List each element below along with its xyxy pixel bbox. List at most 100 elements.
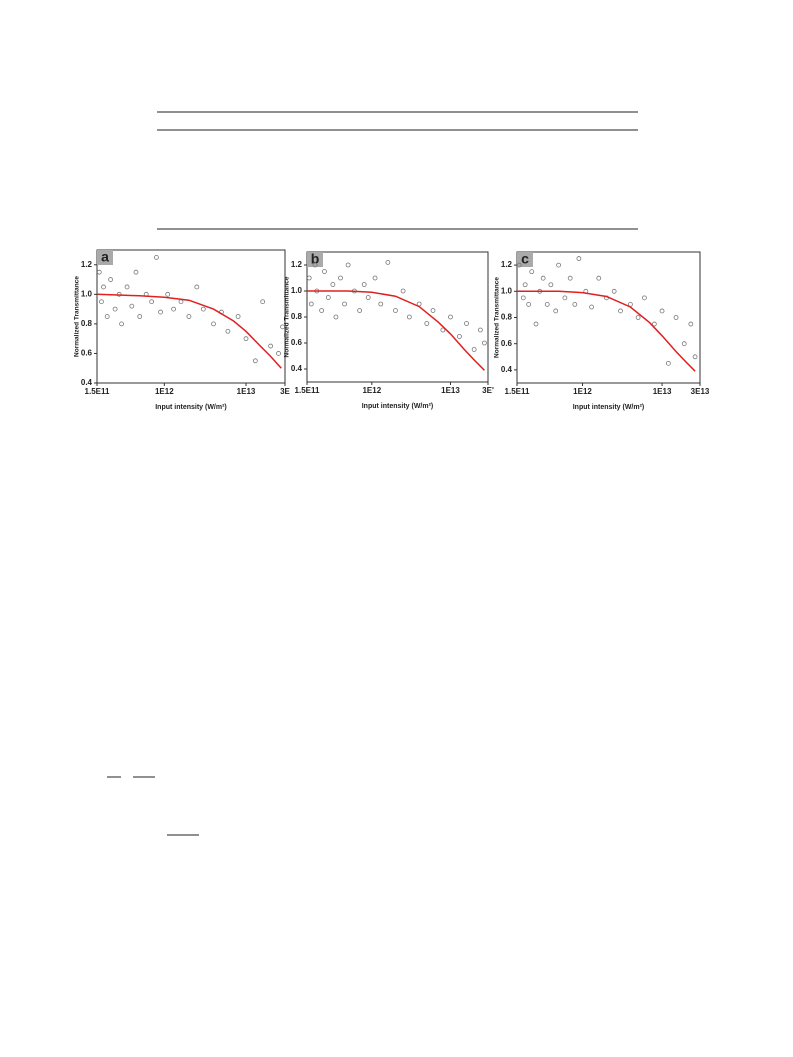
data-point <box>448 314 453 320</box>
data-point <box>99 299 104 305</box>
data-point <box>312 262 318 268</box>
panel-box <box>517 252 533 267</box>
y-axis-label: Normalized Transmittance <box>284 276 291 357</box>
data-point <box>533 321 539 327</box>
data-point <box>471 347 477 352</box>
data-point <box>406 314 412 320</box>
data-point <box>322 269 327 274</box>
data-point <box>589 304 594 310</box>
data-point <box>137 314 143 319</box>
y-tick-label: 0.8 <box>291 312 303 321</box>
plot-frame <box>96 249 286 384</box>
y-tick-label: 1.2 <box>501 260 513 269</box>
data-point <box>235 314 241 319</box>
data-point <box>345 262 351 268</box>
data-point <box>108 277 113 282</box>
y-tick-label: 0.8 <box>81 319 93 328</box>
y-axis-label: Normalized Transmittance <box>74 276 81 357</box>
data-point <box>338 275 343 281</box>
data-point <box>124 284 130 290</box>
data-point <box>424 321 430 326</box>
data-point <box>308 301 314 307</box>
data-point <box>430 308 436 313</box>
y-tick-label: 0.4 <box>501 365 513 374</box>
data-point <box>576 256 582 261</box>
data-point <box>393 308 398 313</box>
data-point <box>225 328 231 334</box>
data-point <box>567 275 573 281</box>
fit-curve <box>517 290 696 372</box>
x-axis-label: Input intensity (W/m²) <box>155 404 227 411</box>
data-point <box>194 284 200 290</box>
x-tick-label: 1E12 <box>362 386 381 395</box>
x-tick-label: 1.5E11 <box>505 387 530 396</box>
fit-curve <box>307 290 485 371</box>
x-tick-label: 1.5E11 <box>85 387 110 396</box>
data-point <box>516 262 522 268</box>
y-tick-label: 0.4 <box>81 378 93 387</box>
data-point <box>618 308 623 314</box>
x-tick-label: 1E13 <box>237 387 256 396</box>
data-point <box>280 324 285 330</box>
data-point <box>556 262 561 268</box>
data-point <box>243 336 249 342</box>
data-point <box>96 269 102 275</box>
data-point <box>158 309 163 315</box>
data-point <box>112 306 118 312</box>
data-point <box>544 301 550 307</box>
x-tick-label: 1E13 <box>653 387 672 396</box>
data-point <box>457 334 462 339</box>
data-point <box>665 360 671 366</box>
data-point <box>186 314 192 319</box>
x-tick-label: 3E' <box>482 386 494 395</box>
data-point <box>129 303 135 309</box>
data-point <box>325 295 331 300</box>
x-tick-label: 3E13 <box>691 387 710 396</box>
y-tick-label: 1.2 <box>291 260 303 269</box>
data-point <box>211 321 216 327</box>
data-point <box>357 308 363 313</box>
data-point <box>440 327 446 333</box>
data-point <box>520 295 526 301</box>
data-point <box>178 299 184 305</box>
data-point <box>200 306 206 312</box>
data-point <box>464 321 469 326</box>
data-point <box>385 259 391 265</box>
panel-box <box>97 250 113 265</box>
data-point <box>635 315 641 320</box>
panel-label: a <box>101 249 109 265</box>
data-point <box>482 340 487 346</box>
x-axis-label: Input intensity (W/m²) <box>573 404 645 411</box>
data-point <box>692 354 698 360</box>
data-point <box>681 341 687 347</box>
data-point <box>611 288 617 294</box>
data-point <box>553 308 559 314</box>
x-axis-label: Input intensity (W/m²) <box>362 403 434 410</box>
panel-box <box>307 252 323 267</box>
y-axis-label: Normalized Transmittance <box>494 277 501 358</box>
x-tick-label: 1E12 <box>155 387 174 396</box>
data-point <box>330 282 336 287</box>
data-point <box>319 308 325 313</box>
data-point <box>529 269 535 275</box>
data-point <box>104 314 110 319</box>
data-point <box>659 308 665 314</box>
panel-label: c <box>521 251 529 267</box>
data-point <box>365 295 371 300</box>
data-point <box>673 315 679 320</box>
y-tick-label: 0.6 <box>291 338 303 347</box>
y-tick-label: 0.6 <box>81 349 93 358</box>
data-point <box>477 327 483 333</box>
y-tick-label: 0.4 <box>291 364 303 373</box>
plot-frame <box>516 251 701 384</box>
data-point <box>562 295 568 301</box>
data-point <box>651 321 657 327</box>
data-point <box>119 321 124 327</box>
data-point <box>252 358 258 364</box>
y-tick-label: 1.0 <box>291 286 303 295</box>
data-point <box>378 301 384 307</box>
data-point <box>526 301 532 307</box>
data-point <box>133 269 139 275</box>
x-tick-label: 3E <box>280 387 290 396</box>
